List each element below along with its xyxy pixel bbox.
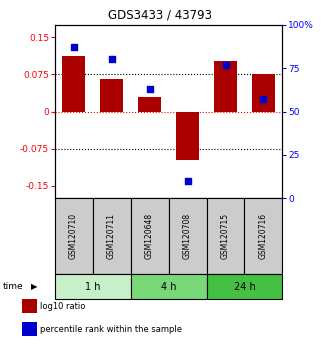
Text: 4 h: 4 h bbox=[161, 282, 176, 292]
Bar bbox=[252, 74, 275, 112]
Bar bbox=[92, 198, 131, 274]
Bar bbox=[138, 97, 161, 112]
Text: GSM120648: GSM120648 bbox=[145, 213, 154, 259]
Bar bbox=[55, 198, 92, 274]
Text: GSM120708: GSM120708 bbox=[183, 213, 192, 259]
Bar bbox=[169, 198, 206, 274]
Bar bbox=[206, 198, 245, 274]
Bar bbox=[55, 274, 131, 299]
Point bbox=[223, 62, 228, 68]
Point bbox=[261, 97, 266, 102]
Text: percentile rank within the sample: percentile rank within the sample bbox=[40, 325, 182, 334]
Point bbox=[109, 57, 114, 62]
Text: GDS3433 / 43793: GDS3433 / 43793 bbox=[108, 9, 213, 22]
Bar bbox=[131, 274, 206, 299]
Text: GSM120716: GSM120716 bbox=[259, 213, 268, 259]
Bar bbox=[245, 198, 282, 274]
Text: 24 h: 24 h bbox=[234, 282, 256, 292]
Point bbox=[185, 178, 190, 184]
Text: GSM120715: GSM120715 bbox=[221, 213, 230, 259]
Text: ▶: ▶ bbox=[30, 282, 37, 291]
Bar bbox=[176, 112, 199, 160]
Bar bbox=[214, 61, 237, 112]
Bar bbox=[131, 198, 169, 274]
Text: GSM120710: GSM120710 bbox=[69, 213, 78, 259]
Point bbox=[71, 45, 76, 50]
Text: time: time bbox=[3, 282, 24, 291]
Point bbox=[147, 86, 152, 92]
Text: log10 ratio: log10 ratio bbox=[40, 302, 85, 311]
Bar bbox=[62, 56, 85, 112]
Bar bbox=[100, 79, 123, 112]
Bar bbox=[206, 274, 282, 299]
Text: 1 h: 1 h bbox=[85, 282, 100, 292]
Text: GSM120711: GSM120711 bbox=[107, 213, 116, 259]
